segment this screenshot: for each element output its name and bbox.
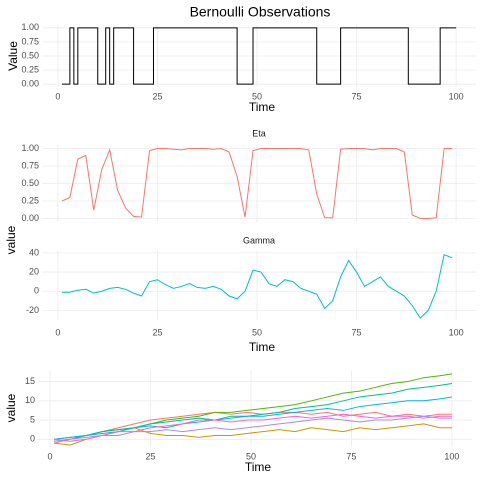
y-tick-label: 0.00 bbox=[21, 79, 39, 89]
y-tick-label: 0 bbox=[30, 434, 35, 444]
y-tick-label: 1.00 bbox=[21, 143, 39, 153]
y-tick-label: 0.75 bbox=[21, 36, 39, 46]
x-tick-label: 0 bbox=[55, 91, 60, 101]
x-tick-label: 25 bbox=[152, 91, 162, 101]
y-tick-label: -20 bbox=[26, 305, 39, 315]
y-tick-label: 0.25 bbox=[21, 195, 39, 205]
y-tick-label: 5 bbox=[30, 414, 35, 424]
line bbox=[61, 147, 453, 219]
x-tick-label: 50 bbox=[246, 451, 256, 461]
x-tick-label: 50 bbox=[252, 327, 262, 337]
y-tick-label: 1.00 bbox=[21, 22, 39, 32]
x-tick-label: 75 bbox=[346, 451, 356, 461]
x-axis-title: Time bbox=[249, 100, 276, 114]
y-tick-label: 40 bbox=[29, 247, 39, 257]
y-tick-label: 0.00 bbox=[21, 213, 39, 223]
x-tick-label: 100 bbox=[449, 91, 464, 101]
x-tick-label: 100 bbox=[444, 451, 459, 461]
line bbox=[61, 27, 457, 85]
chart-title: Eta bbox=[252, 128, 266, 138]
y-axis-title: value bbox=[4, 393, 18, 422]
y-tick-label: 10 bbox=[25, 395, 35, 405]
x-axis-title: Time bbox=[249, 340, 276, 354]
x-axis-title: Time bbox=[245, 460, 272, 474]
y-tick-label: 20 bbox=[29, 266, 39, 276]
x-tick-label: 0 bbox=[55, 327, 60, 337]
y-tick-label: 0.50 bbox=[21, 178, 39, 188]
y-tick-label: 0.75 bbox=[21, 160, 39, 170]
y-axis-title: value bbox=[4, 225, 18, 254]
series-line bbox=[53, 411, 452, 444]
x-tick-label: 75 bbox=[352, 91, 362, 101]
x-tick-label: 50 bbox=[252, 91, 262, 101]
y-tick-label: 0.50 bbox=[21, 50, 39, 60]
x-tick-label: 75 bbox=[352, 327, 362, 337]
series-line bbox=[54, 396, 452, 440]
x-tick-label: 25 bbox=[152, 327, 162, 337]
y-tick-label: 0.25 bbox=[21, 64, 39, 74]
x-tick-label: 25 bbox=[146, 451, 156, 461]
series-line bbox=[54, 413, 452, 442]
x-tick-label: 0 bbox=[48, 451, 53, 461]
y-axis-title: Value bbox=[6, 41, 20, 71]
series-line bbox=[54, 415, 452, 442]
chart-title: Gamma bbox=[243, 235, 275, 245]
x-tick-label: 100 bbox=[449, 327, 464, 337]
y-tick-label: 0 bbox=[34, 286, 39, 296]
chart-title: Bernoulli Observations bbox=[190, 4, 331, 20]
series-line bbox=[54, 382, 452, 442]
y-tick-label: 15 bbox=[25, 376, 35, 386]
line bbox=[61, 254, 453, 319]
series-line bbox=[54, 373, 452, 440]
